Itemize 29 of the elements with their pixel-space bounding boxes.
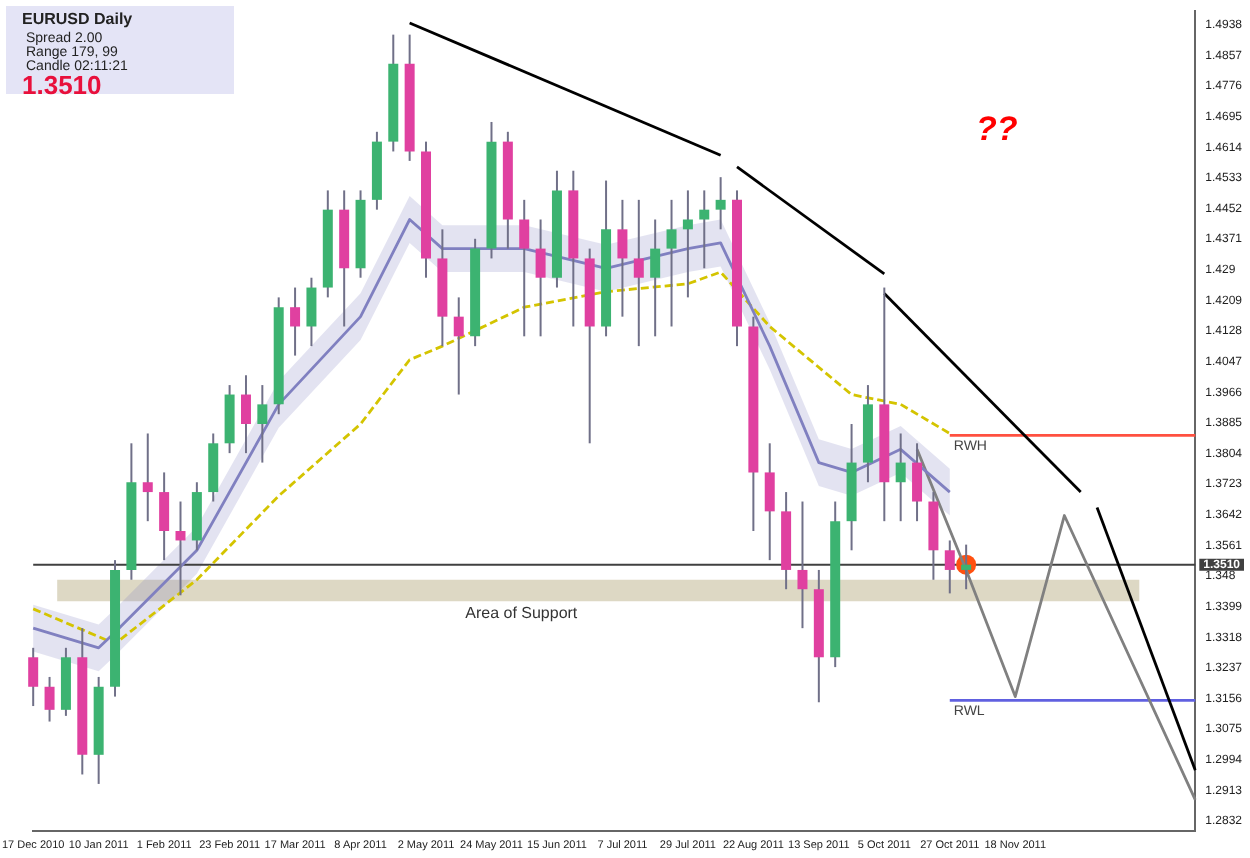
candlestick — [306, 276, 317, 348]
chart-title: EURUSD Daily — [22, 10, 133, 28]
candlestick — [895, 432, 906, 523]
candlestick — [240, 374, 251, 455]
candlestick — [44, 675, 55, 723]
candlestick — [666, 198, 677, 328]
candlestick — [159, 471, 170, 562]
annotation: ?? — [976, 110, 1018, 148]
candlestick — [28, 646, 39, 708]
candlestick — [912, 442, 923, 523]
candlestick — [699, 189, 710, 270]
candlestick — [633, 198, 644, 348]
candlestick — [944, 539, 955, 595]
candlestick — [257, 384, 268, 464]
candlestick — [797, 500, 808, 630]
candlestick — [519, 198, 530, 338]
candlestick — [175, 500, 186, 597]
candlestick — [453, 296, 464, 396]
candlestick — [142, 432, 153, 523]
candlestick — [961, 543, 972, 591]
band-label: Area of Support — [465, 603, 579, 622]
candlestick — [617, 198, 628, 318]
candlestick — [290, 286, 301, 357]
candlestick — [764, 442, 775, 562]
candlestick — [682, 189, 693, 299]
annotation: 1.3510 — [22, 70, 102, 100]
candlestick — [715, 176, 726, 231]
candlestick — [650, 218, 661, 338]
candlestick — [535, 218, 546, 338]
